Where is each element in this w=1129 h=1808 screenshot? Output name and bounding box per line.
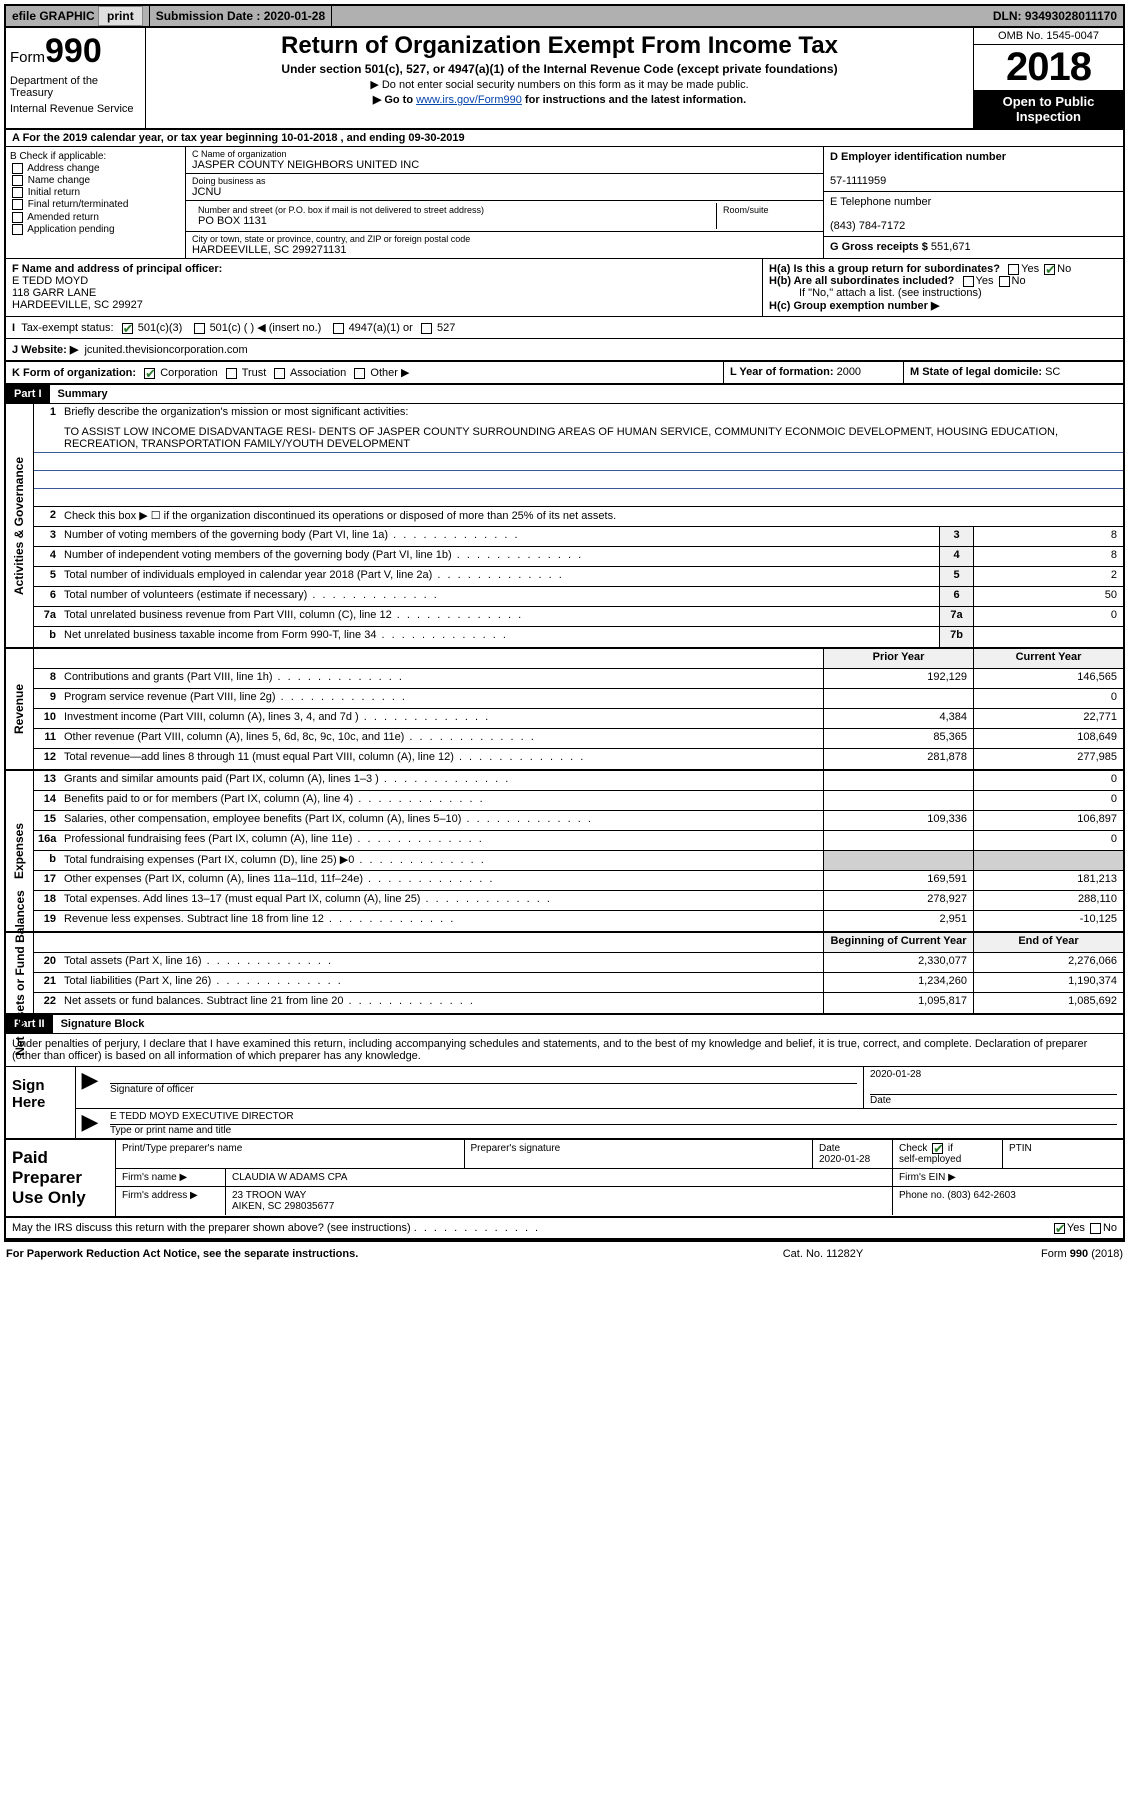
- klm-row: K Form of organization: Corporation Trus…: [6, 362, 1123, 385]
- firm-addr1: 23 TROON WAY: [232, 1190, 306, 1201]
- efile-label: efile GRAPHIC print: [6, 6, 150, 26]
- table-row: 13Grants and similar amounts paid (Part …: [34, 771, 1123, 791]
- part2-header: Part IISignature Block: [6, 1015, 1123, 1034]
- table-row: 15Salaries, other compensation, employee…: [34, 811, 1123, 831]
- section-fh: F Name and address of principal officer:…: [6, 259, 1123, 317]
- mission-text: TO ASSIST LOW INCOME DISADVANTAGE RESI- …: [34, 424, 1123, 453]
- omb-number: OMB No. 1545-0047: [974, 28, 1123, 45]
- phone-value: (843) 784-7172: [830, 220, 905, 232]
- table-row: 10Investment income (Part VIII, column (…: [34, 709, 1123, 729]
- col-d-ein: D Employer identification number 57-1111…: [823, 147, 1123, 258]
- arrow-icon: ▶: [76, 1067, 104, 1108]
- privacy-note: ▶ Do not enter social security numbers o…: [150, 78, 969, 91]
- tax-year: 2018: [974, 45, 1123, 90]
- table-row: 5Total number of individuals employed in…: [34, 567, 1123, 587]
- section-expenses: Expenses 13Grants and similar amounts pa…: [6, 771, 1123, 933]
- table-row: 19Revenue less expenses. Subtract line 1…: [34, 911, 1123, 931]
- org-address: PO BOX 1131: [198, 215, 710, 227]
- table-row: 22Net assets or fund balances. Subtract …: [34, 993, 1123, 1013]
- tax-exempt-row: I Tax-exempt status: 501(c)(3) 501(c) ( …: [6, 317, 1123, 339]
- gross-receipts: 551,671: [931, 241, 971, 253]
- state-domicile: SC: [1045, 366, 1060, 378]
- table-row: 7aTotal unrelated business revenue from …: [34, 607, 1123, 627]
- form-header: Form990 Department of the Treasury Inter…: [6, 28, 1123, 130]
- open-to-public: Open to PublicInspection: [974, 90, 1123, 128]
- section-governance: Activities & Governance 1Briefly describ…: [6, 404, 1123, 649]
- table-row: bTotal fundraising expenses (Part IX, co…: [34, 851, 1123, 871]
- dln-cell: DLN: 93493028011170: [987, 6, 1123, 26]
- org-city: HARDEEVILLE, SC 299271131: [192, 244, 817, 256]
- firm-addr2: AIKEN, SC 298035677: [232, 1201, 334, 1212]
- part1-header: Part ISummary: [6, 385, 1123, 404]
- ha-no-check: [1044, 264, 1055, 275]
- row-a-period: A For the 2019 calendar year, or tax yea…: [6, 130, 1123, 147]
- section-revenue: Revenue Prior YearCurrent Year 8Contribu…: [6, 649, 1123, 771]
- side-revenue: Revenue: [13, 684, 27, 734]
- table-row: 14Benefits paid to or for members (Part …: [34, 791, 1123, 811]
- dept-treasury: Department of the Treasury: [10, 75, 141, 99]
- side-netassets: Net Assets or Fund Balances: [13, 890, 27, 1056]
- website-value: jcunited.thevisioncorporation.com: [84, 344, 247, 356]
- col-c-org: C Name of organization JASPER COUNTY NEI…: [186, 147, 823, 258]
- sign-date: 2020-01-28: [870, 1069, 921, 1080]
- sign-here-block: Sign Here ▶ Signature of officer 2020-01…: [6, 1067, 1123, 1140]
- officer-addr1: 118 GARR LANE: [12, 287, 96, 299]
- officer-name: E TEDD MOYD: [12, 275, 88, 287]
- submission-cell: Submission Date : 2020-01-28: [150, 6, 332, 26]
- table-row: 12Total revenue—add lines 8 through 11 (…: [34, 749, 1123, 769]
- prep-phone: (803) 642-2603: [947, 1190, 1015, 1201]
- table-row: 3Number of voting members of the governi…: [34, 527, 1123, 547]
- irs-link[interactable]: www.irs.gov/Form990: [416, 94, 522, 106]
- perjury-statement: Under penalties of perjury, I declare th…: [6, 1034, 1123, 1067]
- side-governance: Activities & Governance: [13, 456, 27, 594]
- paid-preparer-block: Paid Preparer Use Only Print/Type prepar…: [6, 1140, 1123, 1218]
- table-row: 18Total expenses. Add lines 13–17 (must …: [34, 891, 1123, 911]
- table-row: bNet unrelated business taxable income f…: [34, 627, 1123, 647]
- 501c3-check: [122, 323, 133, 334]
- discuss-yes-check: [1054, 1223, 1065, 1234]
- print-button[interactable]: print: [98, 6, 143, 26]
- ein-value: 57-1111959: [830, 175, 886, 187]
- dept-irs: Internal Revenue Service: [10, 103, 141, 115]
- year-formation: 2000: [837, 366, 861, 378]
- section-bcd: B Check if applicable: Address change Na…: [6, 147, 1123, 259]
- table-row: 11Other revenue (Part VIII, column (A), …: [34, 729, 1123, 749]
- table-row: 21Total liabilities (Part X, line 26)1,2…: [34, 973, 1123, 993]
- table-row: 9Program service revenue (Part VIII, lin…: [34, 689, 1123, 709]
- website-row: J Website: ▶ jcunited.thevisioncorporati…: [6, 339, 1123, 362]
- table-row: 17Other expenses (Part IX, column (A), l…: [34, 871, 1123, 891]
- form-title: Return of Organization Exempt From Incom…: [150, 32, 969, 60]
- officer-addr2: HARDEEVILLE, SC 29927: [12, 299, 143, 311]
- org-dba: JCNU: [192, 186, 817, 198]
- table-row: 20Total assets (Part X, line 16)2,330,07…: [34, 953, 1123, 973]
- org-name: JASPER COUNTY NEIGHBORS UNITED INC: [192, 159, 817, 171]
- section-netassets: Net Assets or Fund Balances Beginning of…: [6, 933, 1123, 1015]
- prep-date: 2020-01-28: [819, 1154, 870, 1165]
- table-row: 4Number of independent voting members of…: [34, 547, 1123, 567]
- side-expenses: Expenses: [13, 823, 27, 879]
- col-b-checkboxes: B Check if applicable: Address change Na…: [6, 147, 186, 258]
- form-subtitle: Under section 501(c), 527, or 4947(a)(1)…: [150, 62, 969, 76]
- officer-signed-name: E TEDD MOYD EXECUTIVE DIRECTOR: [110, 1111, 294, 1122]
- discuss-row: May the IRS discuss this return with the…: [6, 1218, 1123, 1240]
- top-bar: efile GRAPHIC print Submission Date : 20…: [6, 6, 1123, 28]
- page-footer: For Paperwork Reduction Act Notice, see …: [0, 1246, 1129, 1262]
- firm-name: CLAUDIA W ADAMS CPA: [226, 1169, 893, 1186]
- instructions-link: ▶ Go to www.irs.gov/Form990 for instruct…: [150, 93, 969, 106]
- table-row: 16aProfessional fundraising fees (Part I…: [34, 831, 1123, 851]
- corp-check: [144, 368, 155, 379]
- form-number: Form990: [10, 32, 141, 71]
- arrow-icon: ▶: [76, 1109, 104, 1138]
- table-row: 8Contributions and grants (Part VIII, li…: [34, 669, 1123, 689]
- table-row: 6Total number of volunteers (estimate if…: [34, 587, 1123, 607]
- self-employed-check: [932, 1143, 943, 1154]
